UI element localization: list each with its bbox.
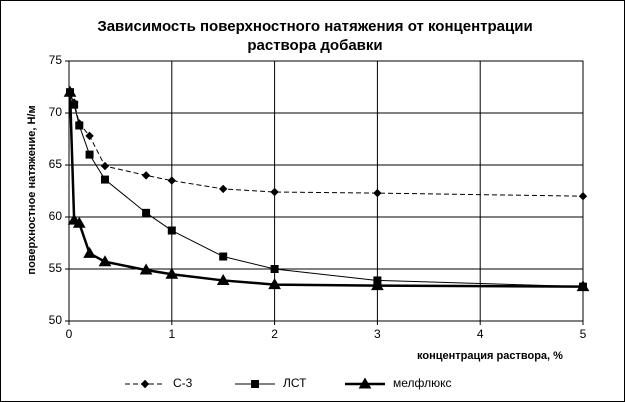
marker	[167, 176, 177, 185]
marker	[167, 226, 176, 235]
x-tick-label: 5	[580, 327, 587, 341]
marker	[139, 263, 153, 275]
marker	[219, 252, 228, 261]
marker	[358, 377, 372, 389]
y-tick-label: 70	[49, 105, 63, 119]
marker	[270, 265, 279, 273]
x-axis-label: концентрация раствора, %	[417, 350, 563, 362]
marker	[251, 380, 259, 388]
marker	[98, 255, 112, 267]
x-tick-label: 1	[168, 327, 175, 341]
marker	[140, 379, 150, 389]
y-tick-label: 75	[49, 53, 63, 67]
marker	[371, 279, 384, 291]
marker	[85, 131, 94, 141]
marker	[578, 191, 588, 201]
marker	[268, 278, 281, 290]
marker	[270, 187, 279, 197]
y-tick-label: 60	[49, 209, 63, 223]
marker	[63, 85, 77, 97]
marker	[218, 184, 228, 194]
y-tick-label: 65	[49, 157, 63, 171]
marker	[100, 161, 110, 171]
marker	[165, 267, 179, 279]
plot-area	[68, 60, 584, 322]
marker	[72, 216, 86, 228]
marker	[85, 150, 94, 159]
x-tick-label: 0	[66, 327, 73, 341]
x-tick-label: 4	[477, 327, 484, 341]
marker	[83, 246, 96, 258]
legend-label: мелфлюкс	[393, 376, 452, 390]
y-axis-label: поверхностное натяжение, Н/м	[26, 105, 38, 274]
y-tick-label: 50	[49, 313, 63, 327]
marker	[373, 188, 382, 198]
x-tick-label: 3	[374, 327, 381, 341]
legend-label: С-3	[173, 376, 193, 390]
marker	[100, 175, 109, 184]
marker	[141, 171, 151, 180]
marker	[75, 121, 84, 130]
marker	[216, 273, 230, 285]
marker	[576, 280, 590, 292]
chart-title: Зависимость поверхностного натяжения от …	[97, 18, 532, 54]
x-tick-label: 2	[271, 327, 278, 341]
legend-label: ЛСТ	[283, 376, 307, 390]
y-tick-label: 55	[49, 261, 63, 275]
marker	[142, 208, 151, 217]
